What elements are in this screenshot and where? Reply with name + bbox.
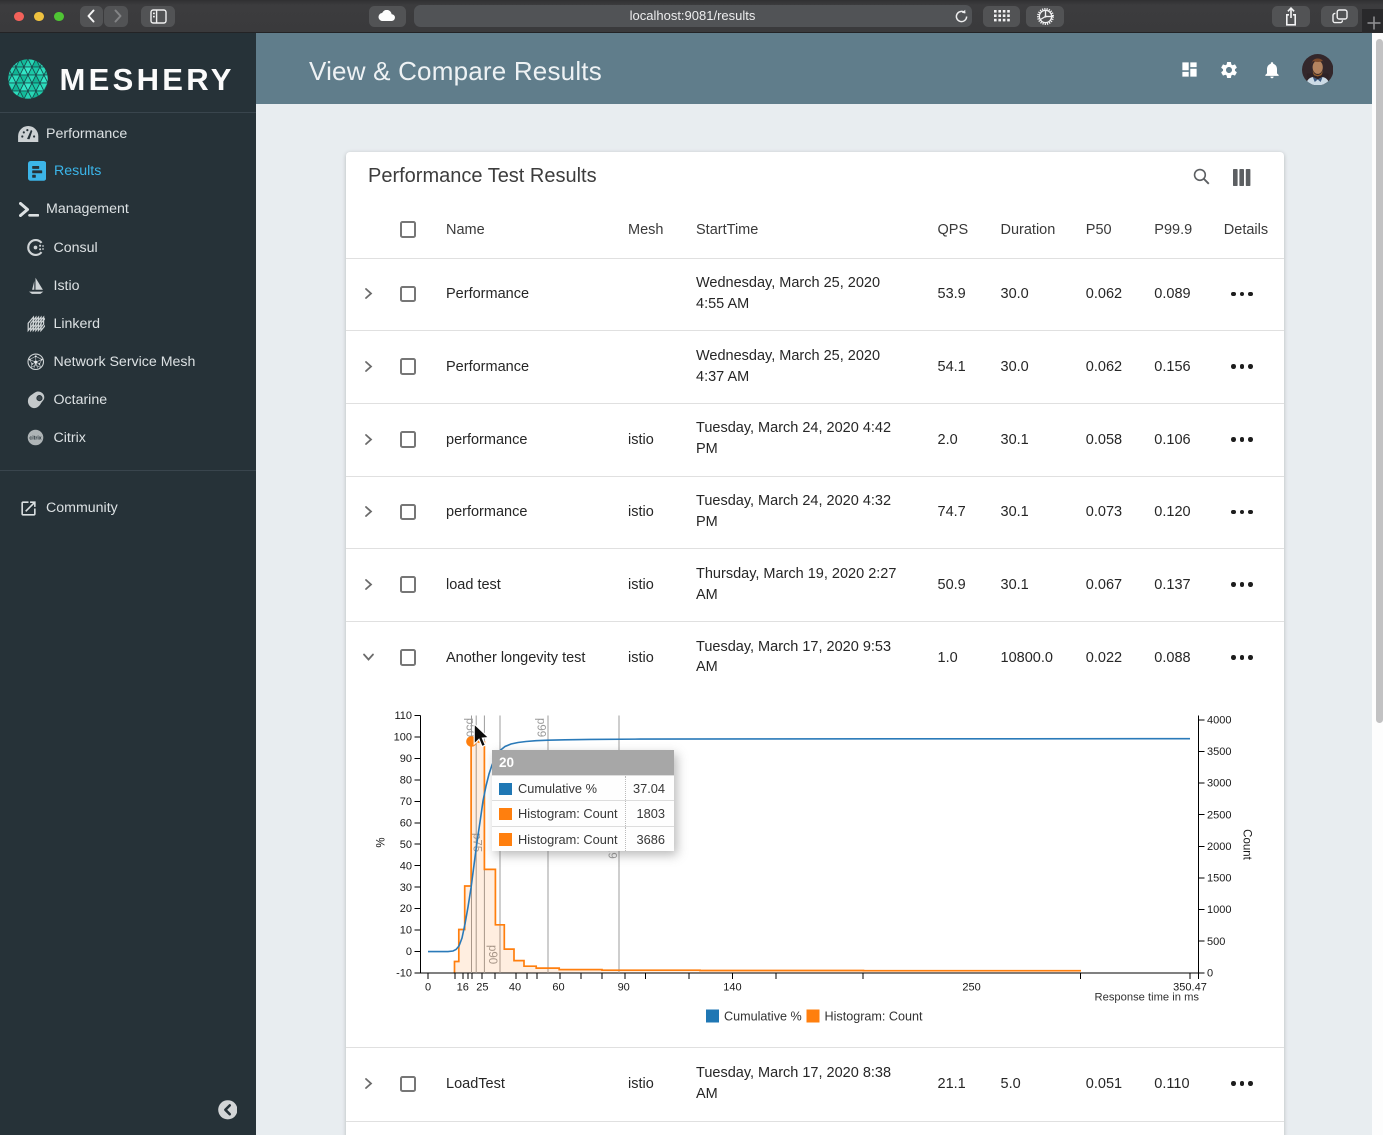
- svg-text:4000: 4000: [1207, 714, 1231, 726]
- svg-text:Count: Count: [1241, 829, 1253, 860]
- svg-text:500: 500: [1207, 936, 1225, 948]
- svg-text:250: 250: [962, 982, 980, 994]
- svg-text:110: 110: [394, 710, 412, 722]
- svg-text:80: 80: [400, 775, 412, 787]
- svg-text:50: 50: [400, 839, 412, 851]
- svg-text:0: 0: [425, 982, 431, 994]
- svg-text:60: 60: [552, 982, 564, 994]
- svg-text:90: 90: [618, 982, 630, 994]
- svg-text:p99: p99: [535, 718, 547, 737]
- svg-text:140: 140: [723, 982, 741, 994]
- svg-text:p50: p50: [464, 718, 476, 737]
- svg-text:2500: 2500: [1207, 809, 1231, 821]
- svg-text:25: 25: [476, 982, 488, 994]
- svg-text:40: 40: [509, 982, 521, 994]
- svg-text:3500: 3500: [1207, 746, 1231, 758]
- svg-text:0: 0: [1207, 967, 1213, 979]
- svg-text:2000: 2000: [1207, 841, 1231, 853]
- svg-text:10: 10: [400, 925, 412, 937]
- svg-text:60: 60: [400, 817, 412, 829]
- svg-text:-10: -10: [396, 968, 412, 980]
- svg-text:20: 20: [400, 903, 412, 915]
- svg-text:p90: p90: [486, 945, 498, 964]
- svg-text:Response time in ms: Response time in ms: [1095, 992, 1200, 1004]
- svg-text:1000: 1000: [1207, 904, 1231, 916]
- svg-text:3000: 3000: [1207, 778, 1231, 790]
- svg-text:Histogram: Count: Histogram: Count: [825, 1009, 923, 1023]
- svg-text:%: %: [376, 837, 388, 847]
- svg-text:90: 90: [400, 753, 412, 765]
- svg-text:100: 100: [394, 732, 412, 744]
- svg-text:citrix: citrix: [29, 435, 41, 441]
- svg-text:16: 16: [457, 982, 469, 994]
- svg-text:30: 30: [400, 882, 412, 894]
- svg-text:70: 70: [400, 796, 412, 808]
- svg-text:1500: 1500: [1207, 873, 1231, 885]
- svg-text:0: 0: [406, 946, 412, 958]
- svg-text:Cumulative %: Cumulative %: [724, 1009, 802, 1023]
- svg-text:40: 40: [400, 860, 412, 872]
- svg-text:350.47: 350.47: [1173, 982, 1207, 994]
